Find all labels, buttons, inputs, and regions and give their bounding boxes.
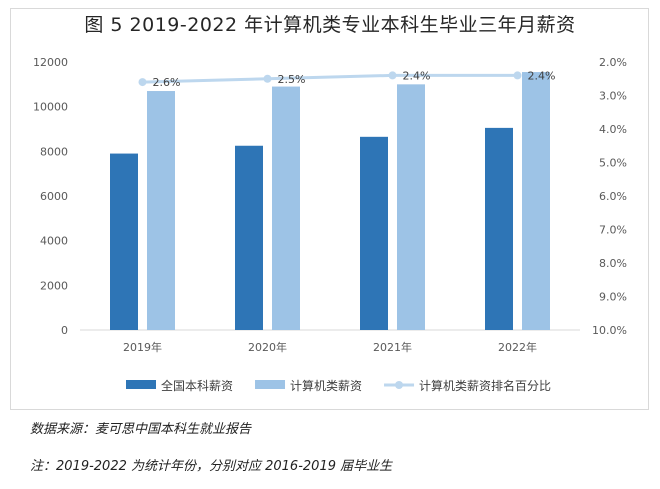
left-axis-tick-label: 10000: [33, 101, 68, 114]
left-axis-tick-label: 6000: [40, 190, 68, 203]
legend-ranking-percent-label: 计算机类薪资排名百分比: [419, 378, 551, 393]
left-axis-tick-label: 8000: [40, 145, 68, 158]
ranking-percent-data-label: 2.5%: [278, 73, 306, 86]
ranking-percent-data-label: 2.4%: [528, 69, 556, 82]
legend-national-salary-swatch: [126, 380, 156, 389]
left-axis-tick-label: 12000: [33, 56, 68, 69]
national-salary-bar: [235, 145, 263, 330]
data-source-note: 数据来源：麦可思中国本科生就业报告: [30, 422, 252, 437]
right-axis-tick-label: 4.0%: [599, 123, 627, 136]
right-axis-tick-label: 7.0%: [599, 224, 627, 237]
x-axis-tick-label: 2020年: [248, 340, 287, 354]
right-axis-tick-label: 5.0%: [599, 157, 627, 170]
x-axis-tick-label: 2022年: [498, 340, 537, 354]
cs-salary-bar: [522, 72, 550, 331]
right-axis-tick-label: 10.0%: [592, 324, 627, 337]
right-axis-tick-label: 3.0%: [599, 90, 627, 103]
right-axis-tick-label: 9.0%: [599, 291, 627, 304]
chart-title: 图 5 2019-2022 年计算机类专业本科生毕业三年月薪资: [84, 14, 576, 36]
legend-cs-salary-swatch: [255, 380, 286, 389]
legend-ranking-percent-marker: [395, 381, 404, 389]
right-axis-tick-label: 6.0%: [599, 190, 627, 203]
national-salary-bar: [360, 136, 388, 330]
left-axis-tick-label: 4000: [40, 235, 68, 248]
left-axis-tick-label: 2000: [40, 279, 68, 292]
chart-frame: [10, 8, 649, 410]
legend-cs-salary-label: 计算机类薪资: [290, 378, 362, 393]
footnote: 注：2019-2022 为统计年份，分别对应 2016-2019 届毕业生: [30, 459, 393, 474]
cs-salary-bar: [272, 86, 300, 330]
ranking-percent-point: [513, 71, 522, 80]
right-axis-tick-label: 8.0%: [599, 257, 627, 270]
ranking-percent-point: [388, 71, 397, 80]
national-salary-bar: [110, 153, 138, 330]
right-axis-tick-label: 2.0%: [599, 56, 627, 69]
national-salary-bar: [485, 127, 513, 330]
chart-canvas: 0 2000 4000 6000 8000 10000 12000 2.0% 3.0% 4.0% 5…: [33, 56, 627, 393]
legend-national-salary-label: 全国本科薪资: [161, 378, 233, 393]
ranking-percent-point: [263, 74, 272, 83]
x-axis-tick-label: 2021年: [373, 340, 412, 354]
cs-salary-bar: [397, 84, 425, 330]
x-axis-tick-label: 2019年: [123, 340, 162, 354]
ranking-percent-data-label: 2.6%: [153, 76, 181, 89]
ranking-percent-data-label: 2.4%: [403, 69, 431, 82]
left-axis-tick-label: 0: [61, 324, 68, 337]
ranking-percent-point: [138, 78, 147, 87]
ranking-percent-line: [142, 73, 518, 84]
cs-salary-bar: [147, 91, 175, 331]
